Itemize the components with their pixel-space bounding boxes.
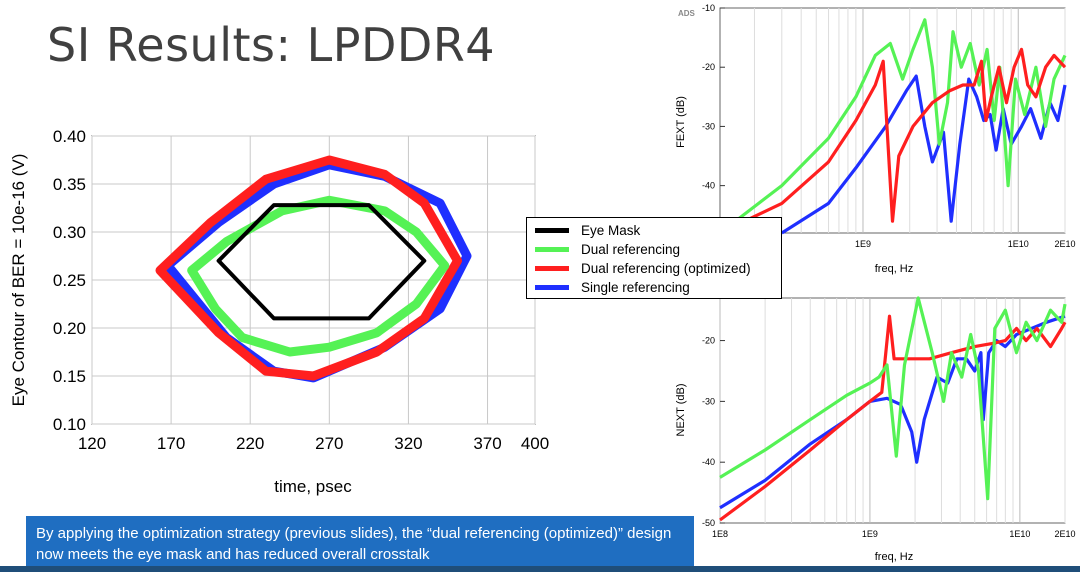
freq-xtick-label: 1E10 — [1008, 239, 1029, 249]
eye-xtick-label: 170 — [157, 434, 185, 453]
next-series-dual-optimized — [719, 314, 1067, 522]
freq-xtick-label: 1E8 — [712, 529, 728, 539]
fext-ylabel: FEXT (dB) — [675, 96, 687, 148]
legend-item-single: Single referencing — [535, 278, 773, 297]
freq-ytick-label: -20 — [702, 62, 715, 72]
next-series-dual — [719, 296, 1067, 501]
eye-series-eye-mask — [216, 203, 427, 321]
freq-xtick-label: 2E10 — [1054, 529, 1075, 539]
freq-ytick-label: -30 — [702, 121, 715, 131]
eye-series-dual-referencing-optimized- — [155, 155, 462, 381]
freq-ytick-label: -40 — [702, 457, 715, 467]
legend-item-eye-mask: Eye Mask — [535, 221, 773, 240]
legend-label: Single referencing — [581, 280, 690, 295]
fext-series-dual-optimized — [719, 47, 1067, 235]
eye-ytick-label: 0.30 — [53, 223, 86, 242]
freq-xtick-label: 1E9 — [862, 529, 878, 539]
fext-xlabel: freq, Hz — [875, 263, 914, 275]
fext-logo: ADS — [678, 9, 696, 18]
freq-ytick-label: -50 — [702, 518, 715, 528]
eye-ylabel: Eye Contour of BER = 10e-16 (V) — [9, 154, 28, 407]
freq-ytick-label: -10 — [702, 3, 715, 13]
legend-label: Dual referencing — [581, 242, 681, 257]
eye-diagram-chart: 120 170 220 270 320 370 400 0.40 0.35 0.30 0.25 0.2… — [9, 127, 549, 496]
legend-swatch — [535, 247, 569, 252]
freq-xtick-label: 1E9 — [855, 239, 871, 249]
legend-swatch — [535, 228, 569, 233]
legend-item-dual-optimized: Dual referencing (optimized) — [535, 259, 773, 278]
freq-xtick-label: 2E10 — [1054, 239, 1075, 249]
fext-series-single — [780, 74, 1067, 235]
freq-ytick-label: -30 — [702, 396, 715, 406]
next-xlabel: freq, Hz — [875, 551, 914, 563]
caption-box: By applying the optimization strategy (p… — [26, 516, 694, 572]
eye-xtick-label: 270 — [315, 434, 343, 453]
eye-ytick-label: 0.10 — [53, 415, 86, 434]
legend-swatch — [535, 285, 569, 290]
eye-ytick-label: 0.40 — [53, 127, 86, 146]
eye-ytick-label: 0.25 — [53, 271, 86, 290]
page-title: SI Results: LPDDR4 — [47, 18, 496, 72]
legend-item-dual: Dual referencing — [535, 240, 773, 259]
fext-series-dual — [719, 18, 1067, 235]
eye-ytick-label: 0.20 — [53, 319, 86, 338]
eye-xtick-label: 320 — [394, 434, 422, 453]
legend-swatch — [535, 266, 569, 271]
freq-xtick-label: 1E10 — [1009, 529, 1030, 539]
eye-xlabel: time, psec — [274, 477, 352, 496]
legend-label: Eye Mask — [581, 223, 641, 238]
eye-xtick-label: 370 — [473, 434, 501, 453]
legend-label: Dual referencing (optimized) — [581, 261, 751, 276]
eye-xtick-label: 220 — [236, 434, 264, 453]
eye-ytick-label: 0.35 — [53, 175, 86, 194]
eye-series-dual-referencing — [187, 195, 450, 357]
chart-legend: Eye Mask Dual referencing Dual referenci… — [526, 217, 782, 299]
bottom-bar — [0, 566, 1080, 572]
eye-ytick-label: 0.15 — [53, 367, 86, 386]
freq-ytick-label: -20 — [702, 336, 715, 346]
next-ylabel: NEXT (dB) — [675, 384, 687, 437]
fext-chart: ADS -10 -20 -30 -40 1E9 1E10 2E10 FEXT (dB) fr… — [675, 3, 1076, 275]
freq-ytick-label: -40 — [702, 181, 715, 191]
eye-xtick-label: 400 — [521, 434, 549, 453]
eye-xtick-label: 120 — [78, 434, 106, 453]
